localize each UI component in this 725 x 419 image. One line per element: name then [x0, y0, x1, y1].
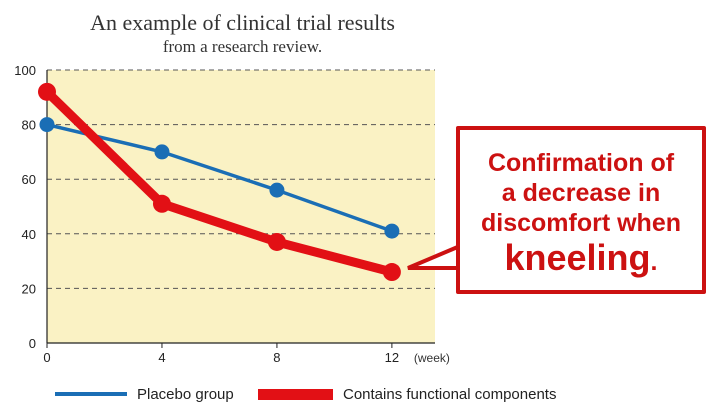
- legend-item-functional: Contains functional components: [258, 380, 556, 408]
- callout-punct: .: [650, 248, 658, 276]
- legend-item-placebo: Placebo group: [55, 380, 234, 408]
- point-functional-week-0: [38, 82, 56, 101]
- callout-emphasis-line: kneeling.: [460, 238, 702, 278]
- point-functional-week-4: [152, 194, 171, 213]
- point-placebo-week-0: [39, 117, 55, 133]
- callout-line-2: a decrease in: [501, 179, 661, 207]
- callout-box: Confirmation of a decrease in discomfort…: [456, 126, 706, 294]
- legend-swatch-functional: [258, 388, 333, 400]
- y-tick-label-80: 80: [22, 118, 36, 133]
- point-functional-week-8: [267, 232, 286, 251]
- point-placebo-week-12: [384, 223, 400, 239]
- callout-line-1: Confirmation of: [487, 149, 675, 177]
- y-tick-label-40: 40: [22, 227, 36, 242]
- chart-legend: Placebo group Contains functional compon…: [0, 380, 725, 408]
- point-placebo-week-8: [269, 182, 285, 198]
- x-tick-label-8: 8: [273, 350, 280, 365]
- chart-title: An example of clinical trial results: [90, 10, 395, 35]
- callout-line-3: discomfort when: [480, 209, 681, 237]
- y-tick-label-100: 100: [14, 63, 36, 78]
- point-placebo-week-4: [154, 144, 170, 160]
- y-tick-label-60: 60: [22, 172, 36, 187]
- chart-subtitle: from a research review.: [162, 37, 323, 56]
- plot-layer: 0 20 40 60 80 100 0 4 8 12 (week): [14, 63, 450, 365]
- legend-label-functional: Contains functional components: [343, 385, 557, 403]
- y-tick-label-0: 0: [29, 336, 36, 351]
- x-axis-label: (week): [414, 351, 450, 365]
- legend-label-placebo: Placebo group: [137, 385, 234, 403]
- x-tick-label-12: 12: [385, 350, 399, 365]
- series-line-placebo: [45, 122, 394, 233]
- legend-swatch-placebo: [55, 392, 127, 396]
- chart-title-block: An example of clinical trial results fro…: [0, 10, 485, 58]
- y-tick-label-20: 20: [22, 281, 36, 296]
- point-functional-week-12: [382, 263, 401, 282]
- x-tick-label-4: 4: [158, 350, 165, 365]
- x-tick-label-0: 0: [43, 350, 50, 365]
- callout-emphasis: kneeling: [504, 237, 651, 278]
- line-chart: 0 20 40 60 80 100 0 4 8 12 (week): [14, 63, 462, 365]
- plot-background: [47, 70, 435, 343]
- series-line-functional: [42, 87, 397, 277]
